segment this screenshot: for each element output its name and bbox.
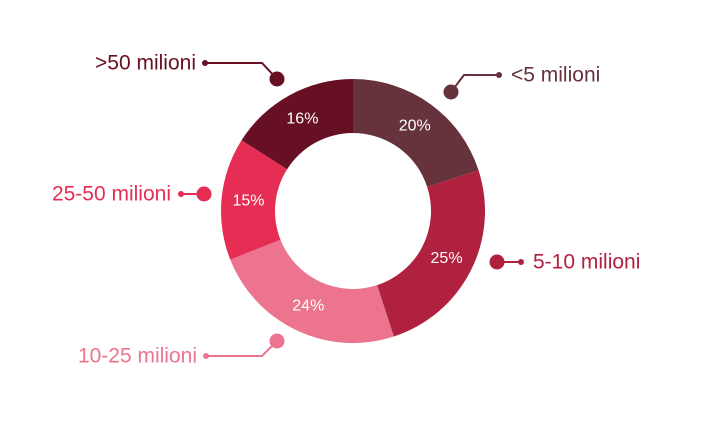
percent-label-lt-5-milioni: 20% (399, 118, 431, 135)
percent-labels: 20% 25% 24% 15% 16% (232, 110, 462, 314)
callout-25-50-milioni: 25-50 milioni (52, 183, 212, 206)
leader-end-dot (178, 191, 184, 197)
percent-label-5-10-milioni: 25% (431, 250, 463, 267)
callout-dot (269, 333, 285, 349)
slice-25-50-milioni (221, 140, 288, 260)
leader-line (450, 74, 499, 93)
leader-end-dot (203, 353, 209, 359)
callout-dot (269, 71, 285, 87)
percent-label-10-25-milioni: 24% (292, 298, 324, 315)
leader-line (206, 340, 278, 357)
callout-dot (489, 254, 505, 270)
slice-5-10-milioni (377, 170, 486, 337)
slice-lt-5-milioni (353, 79, 479, 187)
callout-5-10-milioni: 5-10 milioni (489, 251, 640, 274)
percent-label-25-50-milioni: 15% (232, 193, 264, 210)
callout-gt-50-milioni: >50 milioni (95, 52, 285, 87)
category-label-lt-5-milioni: <5 milioni (511, 64, 600, 87)
category-label-25-50-milioni: 25-50 milioni (52, 183, 171, 206)
category-label-10-25-milioni: 10-25 milioni (78, 345, 197, 368)
callout-10-25-milioni: 10-25 milioni (78, 333, 285, 368)
slice-gt-50-milioni (241, 79, 353, 170)
callout-dot (443, 84, 459, 100)
callout-labels: <5 milioni 5-10 milioni 10-25 milioni 25-50… (52, 52, 640, 368)
donut-slices (221, 79, 486, 344)
category-label-gt-50-milioni: >50 milioni (95, 52, 196, 75)
leader-end-dot (496, 72, 502, 78)
leader-line (205, 62, 278, 80)
leader-end-dot (518, 259, 524, 265)
leader-end-dot (202, 60, 208, 66)
callout-dot (196, 186, 212, 202)
category-label-5-10-milioni: 5-10 milioni (533, 251, 640, 274)
slice-10-25-milioni (230, 239, 394, 344)
percent-label-gt-50-milioni: 16% (286, 110, 318, 127)
callout-lt-5-milioni: <5 milioni (443, 64, 600, 100)
